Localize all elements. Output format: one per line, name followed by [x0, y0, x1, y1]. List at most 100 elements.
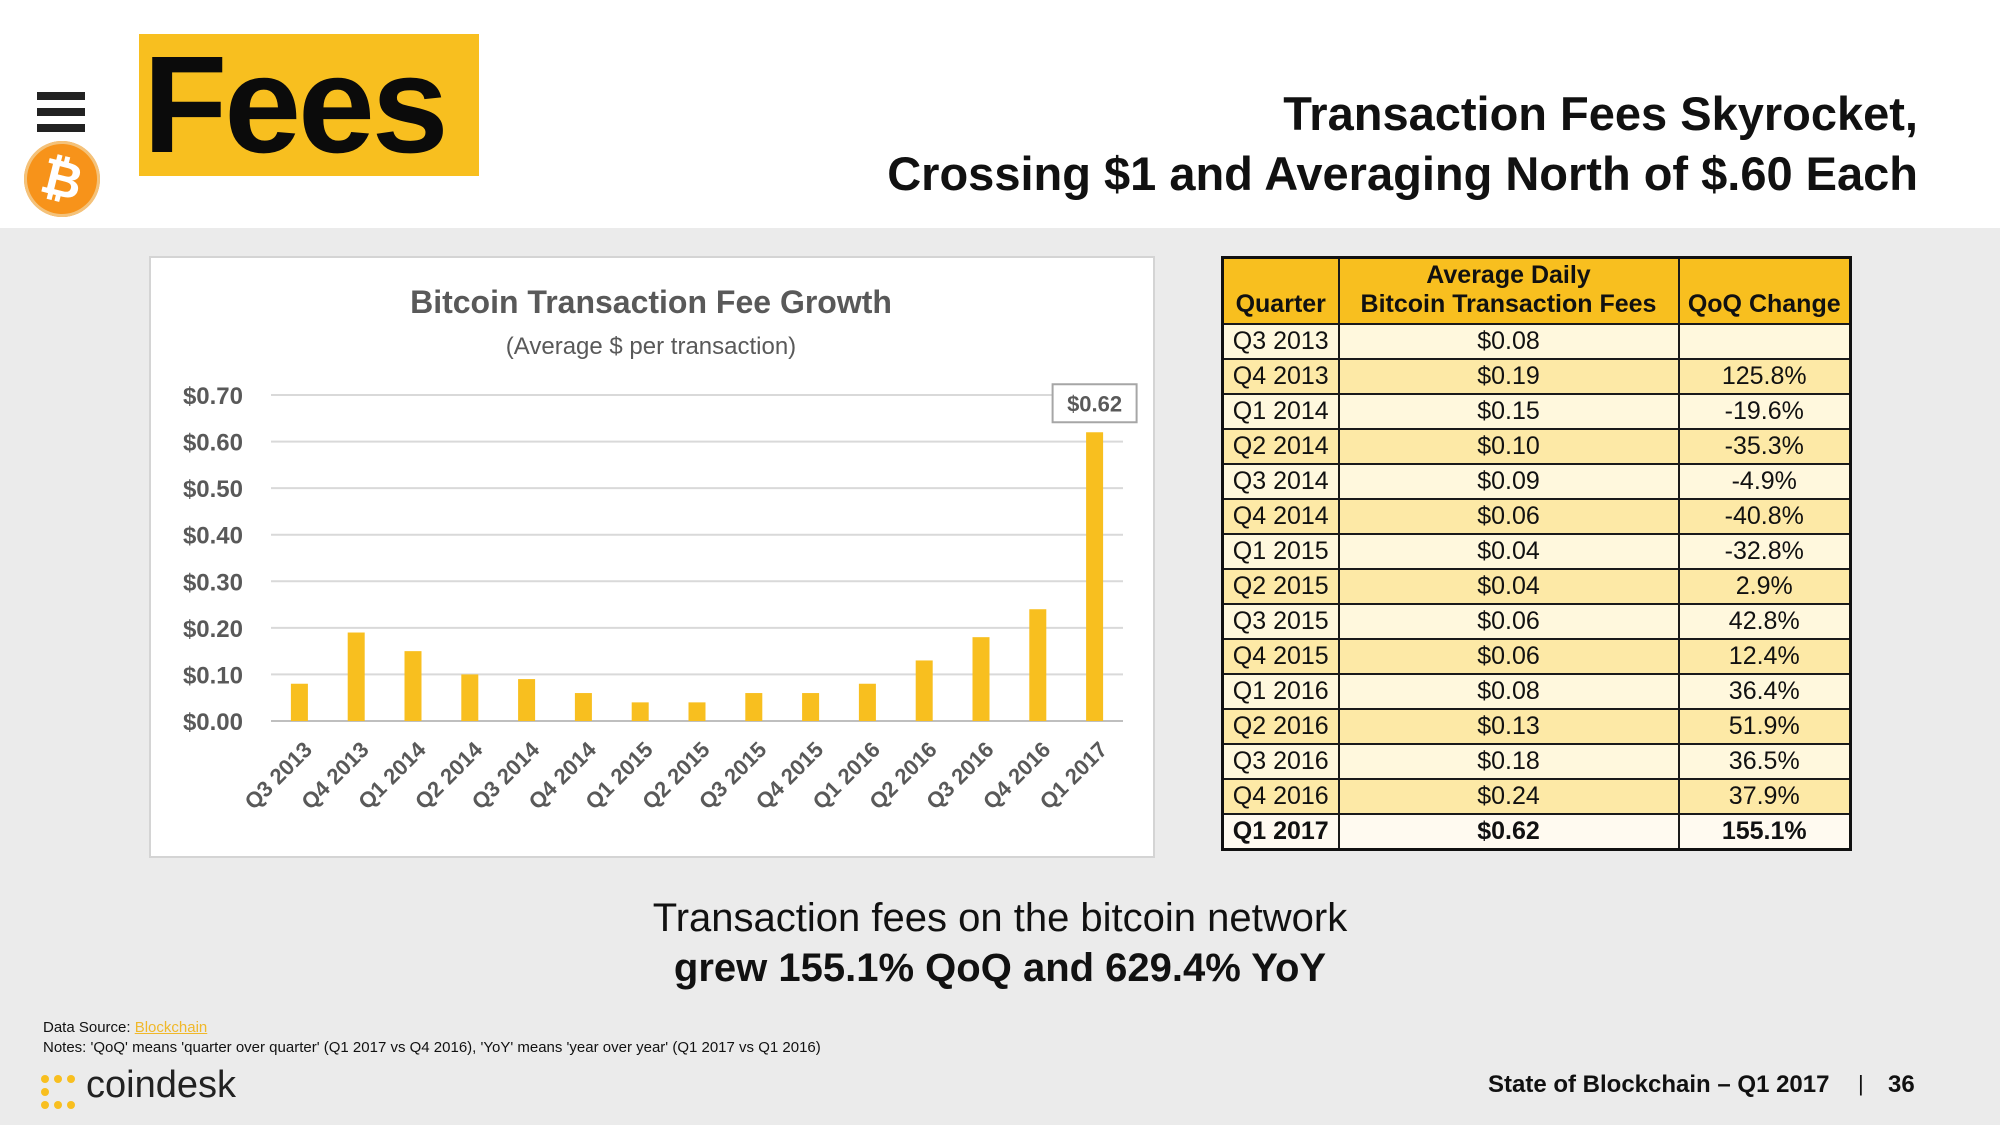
cell-qoq: 37.9% — [1677, 778, 1852, 815]
header-quarter: Quarter — [1221, 256, 1340, 325]
cell-qoq: 36.5% — [1677, 743, 1852, 780]
bar — [404, 651, 422, 721]
bar — [461, 674, 479, 721]
cell-qoq: 42.8% — [1677, 603, 1852, 640]
fees-table: Quarter Average Daily Bitcoin Transactio… — [1221, 256, 1852, 851]
header-qoq: QoQ Change — [1677, 256, 1852, 325]
table-row: Q2 2014 $0.10 -35.3% — [1221, 428, 1852, 465]
bar — [858, 683, 876, 721]
coindesk-logo-text: coindesk — [86, 1064, 236, 1106]
y-tick-label: $0.10 — [183, 662, 243, 689]
cell-qoq: 12.4% — [1677, 638, 1852, 675]
chart-subtitle: (Average $ per transaction) — [506, 333, 796, 360]
cell-qoq: 2.9% — [1677, 568, 1852, 605]
cell-qoq — [1677, 323, 1852, 360]
table-row: Q2 2016 $0.13 51.9% — [1221, 708, 1852, 745]
callout-label: $0.62 — [1067, 391, 1122, 416]
coindesk-logo-icon — [41, 1075, 75, 1109]
table-row: Q1 2014 $0.15 -19.6% — [1221, 393, 1852, 430]
cell-avg-fee: $0.08 — [1337, 323, 1680, 360]
headline: Transaction Fees Skyrocket, Crossing $1 … — [887, 84, 1918, 204]
table-body: Q3 2013 $0.08 Q4 2013 $0.19 125.8% Q1 2014 $0.… — [1221, 323, 1852, 850]
cell-avg-fee: $0.06 — [1337, 603, 1680, 640]
header-band: ₿ Fees Transaction Fees Skyrocket, Cross… — [0, 0, 2000, 228]
report-title: State of Blockchain – Q1 2017 — [1488, 1071, 1830, 1098]
bar — [1029, 609, 1047, 721]
cell-avg-fee: $0.24 — [1337, 778, 1680, 815]
cell-quarter: Q4 2014 — [1221, 498, 1340, 535]
y-tick-label: $0.60 — [183, 430, 243, 457]
y-tick-label: $0.20 — [183, 616, 243, 643]
headline-line2: Crossing $1 and Averaging North of $.60 … — [887, 147, 1918, 200]
cell-qoq: -40.8% — [1677, 498, 1852, 535]
summary-line2: grew 155.1% QoQ and 629.4% YoY — [673, 946, 1327, 990]
cell-quarter: Q4 2015 — [1221, 638, 1340, 675]
cell-quarter: Q4 2013 — [1221, 358, 1340, 395]
table-row: Q4 2016 $0.24 37.9% — [1221, 778, 1852, 815]
table-row: Q1 2016 $0.08 36.4% — [1221, 673, 1852, 710]
cell-avg-fee: $0.10 — [1337, 428, 1680, 465]
cell-qoq: -4.9% — [1677, 463, 1852, 500]
table-row: Q4 2013 $0.19 125.8% — [1221, 358, 1852, 395]
cell-quarter: Q3 2013 — [1221, 323, 1340, 360]
cell-quarter: Q4 2016 — [1221, 778, 1340, 815]
cell-avg-fee: $0.06 — [1337, 638, 1680, 675]
bars — [290, 432, 1104, 721]
callout: $0.62 — [1051, 383, 1138, 424]
bar — [1086, 432, 1104, 721]
y-tick-label: $0.70 — [183, 383, 243, 410]
gridlines — [271, 394, 1123, 722]
cell-avg-fee: $0.09 — [1337, 463, 1680, 500]
cell-quarter: Q3 2015 — [1221, 603, 1340, 640]
cell-quarter: Q1 2015 — [1221, 533, 1340, 570]
bar — [972, 637, 990, 721]
cell-qoq: 125.8% — [1677, 358, 1852, 395]
table-row: Q4 2014 $0.06 -40.8% — [1221, 498, 1852, 535]
cell-qoq: 51.9% — [1677, 708, 1852, 745]
cell-quarter: Q3 2016 — [1221, 743, 1340, 780]
bar — [915, 660, 933, 721]
table-row: Q3 2013 $0.08 — [1221, 323, 1852, 360]
bar — [688, 702, 706, 721]
cell-avg-fee: $0.04 — [1337, 568, 1680, 605]
cell-avg-fee: $0.13 — [1337, 708, 1680, 745]
cell-avg-fee: $0.19 — [1337, 358, 1680, 395]
y-tick-label: $0.50 — [183, 476, 243, 503]
fee-growth-chart: Bitcoin Transaction Fee Growth (Average … — [149, 256, 1155, 858]
table-row: Q3 2016 $0.18 36.5% — [1221, 743, 1852, 780]
cell-qoq: -35.3% — [1677, 428, 1852, 465]
cell-avg-fee: $0.15 — [1337, 393, 1680, 430]
bitcoin-icon: ₿ — [15, 132, 109, 226]
bar — [745, 693, 763, 721]
section-title-box: Fees — [139, 28, 479, 182]
bar — [518, 679, 536, 721]
data-source: Data Source: Blockchain — [43, 1019, 207, 1036]
menu-icon[interactable] — [37, 92, 85, 132]
cell-avg-fee: $0.04 — [1337, 533, 1680, 570]
cell-avg-fee: $0.62 — [1337, 813, 1680, 850]
table-row: Q2 2015 $0.04 2.9% — [1221, 568, 1852, 605]
cell-avg-fee: $0.08 — [1337, 673, 1680, 710]
source-link[interactable]: Blockchain — [134, 1019, 208, 1036]
callout-box — [1051, 383, 1138, 424]
cell-quarter: Q2 2014 — [1221, 428, 1340, 465]
bar — [802, 693, 820, 721]
y-axis-labels: $0.00 $0.10 $0.20 $0.30 $0.40 $0.50 $0.60 $0.70 — [183, 383, 243, 736]
chart-title: Bitcoin Transaction Fee Growth — [410, 284, 892, 320]
bar — [290, 683, 308, 721]
cell-quarter: Q2 2016 — [1221, 708, 1340, 745]
cell-quarter: Q1 2016 — [1221, 673, 1340, 710]
cell-quarter: Q1 2014 — [1221, 393, 1340, 430]
footer-separator: | — [1858, 1071, 1864, 1096]
cell-quarter: Q3 2014 — [1221, 463, 1340, 500]
y-tick-label: $0.40 — [183, 523, 243, 550]
cell-qoq: 36.4% — [1677, 673, 1852, 710]
cell-quarter: Q2 2015 — [1221, 568, 1340, 605]
table-header-row: Quarter Average Daily Bitcoin Transactio… — [1221, 256, 1852, 325]
y-tick-label: $0.30 — [183, 569, 243, 596]
y-tick-label: $0.00 — [183, 709, 243, 736]
cell-avg-fee: $0.18 — [1337, 743, 1680, 780]
cell-qoq: 155.1% — [1677, 813, 1852, 850]
summary-line1: Transaction fees on the bitcoin network — [652, 896, 1348, 940]
